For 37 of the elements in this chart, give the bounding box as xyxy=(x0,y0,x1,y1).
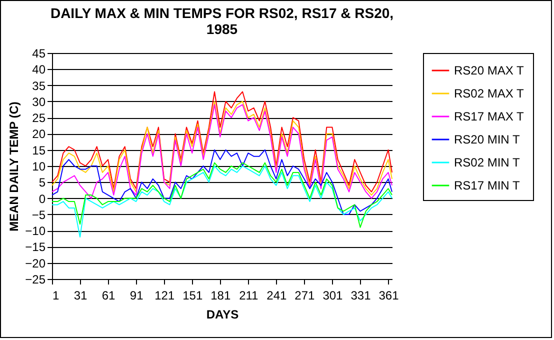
y-tick-label: 0 xyxy=(38,192,46,206)
x-tick-label: 1 xyxy=(52,288,60,302)
x-tick-label: 151 xyxy=(182,288,203,302)
x-tick-label: 211 xyxy=(239,288,259,302)
y-tick-label: 30 xyxy=(32,94,46,109)
y-tick-label: 25 xyxy=(32,111,46,126)
y-tick-label: 20 xyxy=(32,127,46,142)
y-tick-label: 35 xyxy=(32,78,46,93)
x-tick-label: 241 xyxy=(266,288,288,302)
y-tick-label: 10 xyxy=(32,160,46,174)
legend-label: RS02 MIN T xyxy=(454,156,520,170)
x-tick-label: 31 xyxy=(74,288,88,302)
legend-label: RS17 MIN T xyxy=(454,178,520,192)
x-tick-label: 181 xyxy=(210,288,231,302)
y-axis-title: MEAN DAILY TEMP (C) xyxy=(7,102,22,232)
y-tick-label: −25 xyxy=(25,272,46,286)
chart-title: DAILY MAX & MIN TEMPS FOR RS02, RS17 & RS20, 1985 xyxy=(50,5,394,37)
y-tick-label: −15 xyxy=(25,240,46,254)
x-tick-label: 301 xyxy=(322,288,344,302)
y-tick-label: −20 xyxy=(25,256,46,270)
x-tick-label: 91 xyxy=(130,288,144,302)
x-tick-label: 331 xyxy=(350,288,372,302)
x-tick-label: 271 xyxy=(294,288,316,302)
y-tick-label: −5 xyxy=(32,208,46,222)
legend-label: RS20 MAX T xyxy=(454,64,524,78)
y-tick-label: 45 xyxy=(32,46,46,60)
y-tick-label: 40 xyxy=(32,62,46,77)
y-tick-label: 5 xyxy=(38,176,46,190)
legend-label: RS20 MIN T xyxy=(454,132,520,146)
x-axis-title: DAYS xyxy=(206,308,239,322)
x-tick-label: 121 xyxy=(154,288,175,302)
y-tick-label: 15 xyxy=(32,143,46,158)
x-tick-label: 361 xyxy=(378,288,400,302)
y-tick-label: −10 xyxy=(25,224,46,238)
legend-label: RS02 MAX T xyxy=(454,86,524,100)
legend-label: RS17 MAX T xyxy=(454,110,524,124)
x-tick-label: 61 xyxy=(102,288,116,302)
